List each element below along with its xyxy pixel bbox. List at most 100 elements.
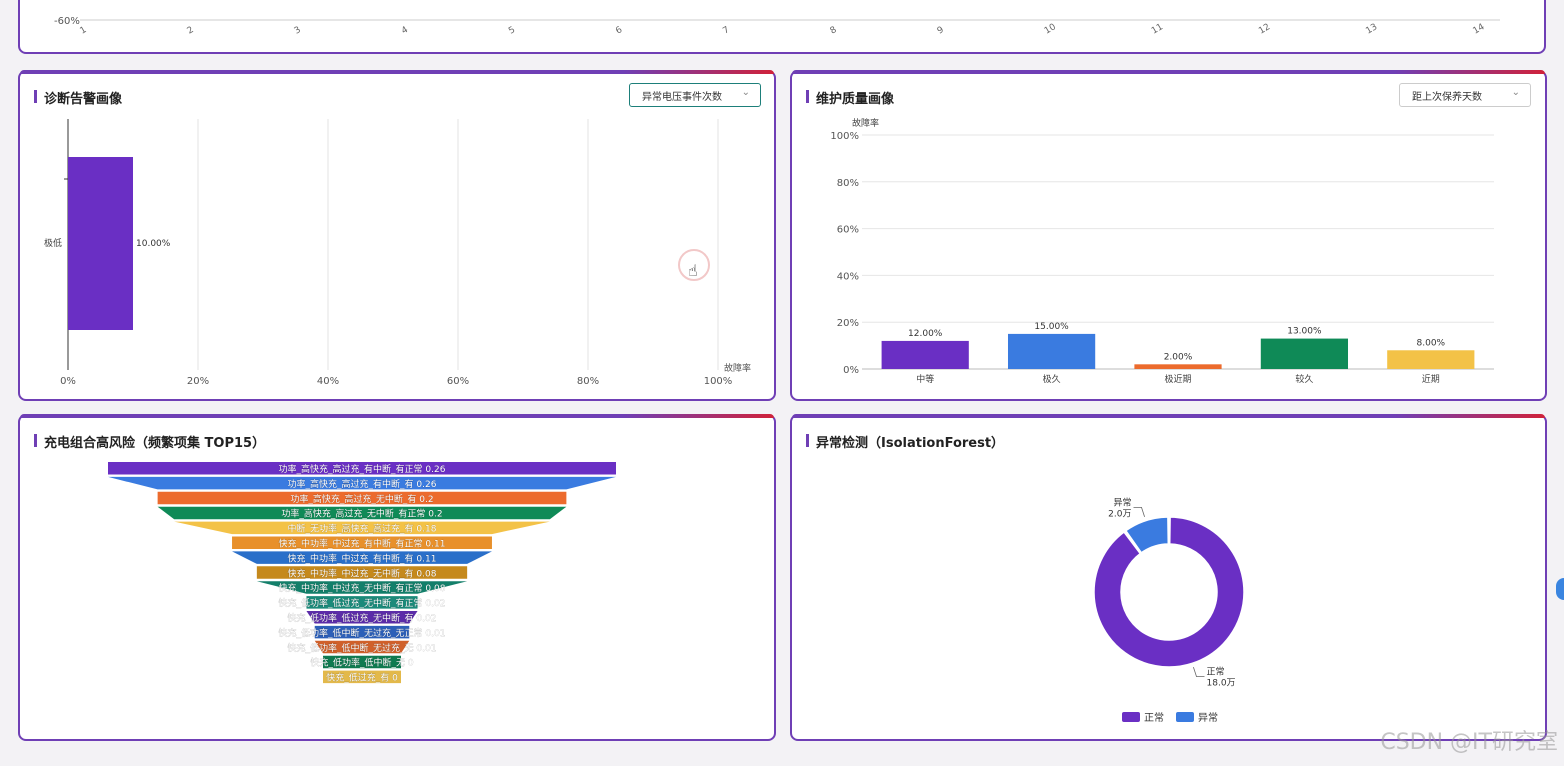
funnel-label: 中断_无功率_高快充_高过充_有 0.18 xyxy=(288,523,437,535)
y-tick-label: 100% xyxy=(830,131,859,142)
funnel-label: 快充_低功率_低中断_无 0 xyxy=(310,657,413,669)
x-tick-label: 极久 xyxy=(1043,373,1061,385)
funnel-segment xyxy=(108,476,616,490)
funnel-segment xyxy=(306,611,418,624)
funnel-segment xyxy=(157,491,567,505)
funnel-label: 快充_低功率_低过充_无中断_有正常 0.02 xyxy=(279,597,446,609)
label-leader-line xyxy=(1133,506,1145,517)
funnel-segment xyxy=(256,581,468,594)
anomaly-panel: 异常检测（IsolationForest） 正常 18.0万 异常 2.0万 正常 异常 xyxy=(790,414,1547,741)
x-tick-label: 100% xyxy=(704,376,733,387)
funnel-panel-title: 充电组合高风险（频繁项集 TOP15） xyxy=(34,432,265,451)
y-axis-label: 故障率 xyxy=(852,117,879,129)
funnel-segment xyxy=(108,462,616,475)
x-tick-label: 极近期 xyxy=(1164,373,1191,385)
slice-name-label: 异常 xyxy=(1113,496,1131,508)
bar xyxy=(1260,338,1349,369)
y-tick-label: 20% xyxy=(837,318,859,329)
anomaly-panel-title: 异常检测（IsolationForest） xyxy=(806,432,1004,451)
legend-swatch xyxy=(1122,712,1140,722)
funnel-segment xyxy=(157,506,567,520)
funnel-segment xyxy=(306,596,418,609)
donut-slice xyxy=(1124,516,1170,554)
data-label: 13.00% xyxy=(1287,327,1322,337)
funnel-label: 快充_低过充_有 0 xyxy=(326,672,398,684)
funnel-label: 功率_高快充_高过充_有中断_有正常 0.26 xyxy=(279,463,446,475)
diag-panel: 诊断告警画像 异常电压事件次数 ⌄ 0% 20% 40% 60% 80% 100% 极低 10… xyxy=(18,70,776,401)
funnel-panel: 充电组合高风险（频繁项集 TOP15） 功率_高快充_高过充_有中断_有正常 0… xyxy=(18,414,776,741)
top-chart-panel: -60% 1 2 3 4 5 6 7 8 9 10 11 12 13 14 xyxy=(18,0,1546,54)
label-leader-line xyxy=(1193,667,1205,678)
chevron-down-icon: ⌄ xyxy=(1511,87,1520,98)
funnel-label: 快充_中功率_中过充_无中断_有 0.08 xyxy=(288,567,437,579)
top-line-chart: -60% 1 2 3 4 5 6 7 8 9 10 11 12 13 14 xyxy=(54,16,1500,37)
funnel-label: 功率_高快充_高过充_有中断_有 0.26 xyxy=(288,478,437,490)
y-tick-label: 40% xyxy=(837,271,859,282)
x-tick-label: 12 xyxy=(1257,22,1272,36)
y-tick-label: -60% xyxy=(54,16,80,27)
funnel-label: 快充_中功率_中过充_有中断_有正常 0.11 xyxy=(279,538,446,550)
funnel-label: 功率_高快充_高过充_无中断_有正常 0.2 xyxy=(281,508,442,520)
x-tick-label: 13 xyxy=(1364,22,1379,36)
bar xyxy=(1007,333,1096,369)
y-tick-label: 80% xyxy=(837,178,859,189)
diag-panel-title: 诊断告警画像 xyxy=(34,88,122,107)
y-tick-label: 60% xyxy=(837,225,859,236)
funnel-chart: 功率_高快充_高过充_有中断_有正常 0.26 功率_高快充_高过充_有中断_有 … xyxy=(108,462,616,684)
x-tick-label: 近期 xyxy=(1422,373,1440,385)
data-label: 12.00% xyxy=(908,329,943,339)
funnel-segment xyxy=(232,536,492,549)
x-axis-label: 故障率 xyxy=(724,362,751,374)
slice-value-label: 18.0万 xyxy=(1207,679,1236,689)
funnel-label: 快充_中功率_中过充_有中断_有 0.11 xyxy=(288,552,437,564)
funnel-segment xyxy=(174,521,550,535)
funnel-segment xyxy=(323,655,401,669)
x-tick-label: 7 xyxy=(721,25,731,37)
funnel-segment xyxy=(314,640,410,654)
data-label: 15.00% xyxy=(1034,322,1069,332)
legend-label: 异常 xyxy=(1198,711,1218,724)
funnel-segment xyxy=(232,551,492,564)
x-tick-label: 4 xyxy=(400,25,410,37)
funnel-segment xyxy=(323,670,401,684)
slice-name-label: 正常 xyxy=(1207,666,1225,678)
x-tick-label: 0% xyxy=(60,376,76,387)
legend-label: 正常 xyxy=(1144,711,1164,724)
x-tick-label: 中等 xyxy=(916,373,934,385)
maint-metric-select[interactable]: 距上次保养天数 ⌄ xyxy=(1399,83,1531,107)
funnel-label: 快充_中功率_中过充_无中断_有正常 0.08 xyxy=(279,582,446,594)
x-tick-label: 8 xyxy=(829,25,839,37)
x-tick-label: 14 xyxy=(1472,22,1487,37)
x-tick-label: 6 xyxy=(614,25,624,37)
diag-select-value: 异常电压事件次数 xyxy=(642,92,722,103)
x-tick-label: 10 xyxy=(1043,22,1058,37)
funnel-label: 快充_低功率_低过充_无中断_有 0.02 xyxy=(288,612,437,624)
funnel-label: 快充_低功率_低中断_无过充_无正常 0.01 xyxy=(279,627,446,639)
data-label: 10.00% xyxy=(136,239,171,249)
data-label: 2.00% xyxy=(1164,352,1193,362)
maint-select-value: 距上次保养天数 xyxy=(1412,92,1482,103)
bar xyxy=(1387,350,1475,369)
funnel-label: 快充_低功率_低中断_无过充_无 0.01 xyxy=(288,642,437,654)
funnel-segment xyxy=(314,625,410,639)
x-tick-label: 5 xyxy=(507,25,517,37)
bar xyxy=(68,157,133,330)
bar xyxy=(881,340,969,369)
click-ripple xyxy=(678,249,710,281)
x-tick-label: 9 xyxy=(936,25,946,37)
x-tick-label: 20% xyxy=(187,376,209,387)
x-tick-label: 11 xyxy=(1150,22,1165,36)
hand-cursor-icon: ☝ xyxy=(688,261,698,280)
slice-value-label: 2.0万 xyxy=(1108,509,1131,519)
y-category-label: 极低 xyxy=(44,237,62,249)
x-tick-label: 较久 xyxy=(1295,373,1313,385)
side-float-button[interactable] xyxy=(1556,578,1564,600)
x-tick-label: 2 xyxy=(186,25,196,37)
maint-bar-chart: 0% 20% 40% 60% 80% 100% 故障率 12.00% 中等 15.00% 极久 2.0… xyxy=(830,117,1494,385)
chevron-down-icon: ⌄ xyxy=(741,87,750,98)
maint-panel-title: 维护质量画像 xyxy=(806,88,894,107)
x-tick-label: 3 xyxy=(293,25,303,37)
diag-metric-select[interactable]: 异常电压事件次数 ⌄ xyxy=(629,83,761,107)
y-tick-label: 0% xyxy=(843,365,859,376)
